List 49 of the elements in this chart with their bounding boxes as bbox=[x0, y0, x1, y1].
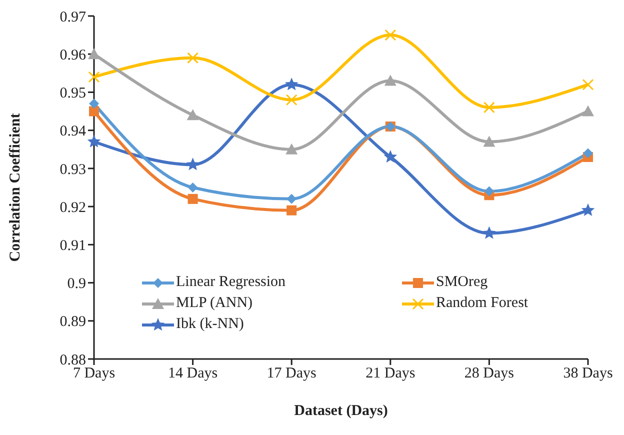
point bbox=[483, 136, 496, 147]
point bbox=[186, 109, 199, 120]
y-tick-label: 0.94 bbox=[60, 124, 86, 140]
x-tick-label: 38 Days bbox=[563, 366, 613, 382]
point bbox=[384, 74, 396, 86]
y-tick-label: 0.89 bbox=[60, 314, 86, 330]
point bbox=[187, 52, 199, 64]
point bbox=[286, 94, 298, 106]
point bbox=[88, 71, 100, 83]
y-tick-label: 0.91 bbox=[60, 238, 86, 254]
point bbox=[186, 158, 200, 170]
x-tick-label: 28 Days bbox=[464, 366, 514, 382]
y-tick-label: 0.95 bbox=[60, 86, 86, 102]
point bbox=[583, 148, 593, 158]
point bbox=[384, 29, 396, 41]
point bbox=[89, 106, 99, 116]
legend-label: Random Forest bbox=[436, 295, 528, 312]
y-tick-label: 0.97 bbox=[60, 9, 86, 26]
point bbox=[188, 194, 198, 204]
x-tick-label: 21 Days bbox=[366, 366, 416, 382]
point bbox=[582, 105, 594, 116]
x-tick-label: 14 Days bbox=[168, 366, 218, 382]
x-axis-title: Dataset (Days) bbox=[294, 403, 388, 419]
point bbox=[188, 182, 198, 192]
point bbox=[88, 48, 100, 60]
y-tick-label: 0.88 bbox=[60, 352, 86, 368]
point bbox=[286, 205, 297, 216]
point bbox=[484, 186, 494, 196]
point bbox=[384, 150, 398, 163]
point bbox=[483, 102, 495, 114]
y-tick-label: 0.9 bbox=[67, 276, 86, 292]
y-axis-title: Correlation Coefficient bbox=[7, 113, 24, 262]
y-tick-label: 0.92 bbox=[60, 200, 86, 216]
legend-label: SMOreg bbox=[436, 274, 488, 291]
legend-label: Ibk (k-NN) bbox=[176, 316, 244, 333]
x-tick-label: 7 Days bbox=[72, 366, 116, 382]
y-tick-label: 0.96 bbox=[60, 47, 86, 64]
y-tick-label: 0.93 bbox=[60, 162, 86, 178]
legend-label: Linear Regression bbox=[176, 274, 286, 291]
point bbox=[286, 143, 298, 154]
point bbox=[286, 194, 297, 204]
point bbox=[581, 203, 595, 216]
point bbox=[284, 78, 298, 90]
x-tick-label: 17 Days bbox=[266, 366, 317, 382]
point bbox=[87, 134, 101, 148]
legend-label: MLP (ANN) bbox=[176, 295, 253, 312]
point bbox=[482, 226, 496, 239]
point bbox=[582, 78, 594, 90]
point bbox=[89, 98, 99, 109]
